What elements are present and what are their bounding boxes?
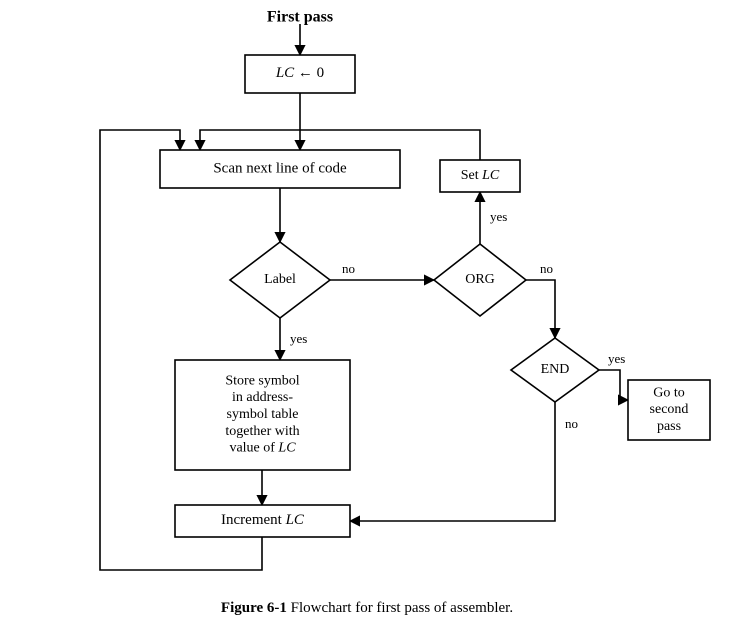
node-goto: Go to second pass	[628, 380, 710, 440]
edge-label-e_end_yes_goto: yes	[608, 351, 625, 366]
edge-e_incr_back	[100, 130, 262, 570]
node-label-line0: Label	[264, 272, 296, 287]
edge-label-e_org_yes_setlc: yes	[490, 209, 507, 224]
node-incr-line0: Increment LC	[221, 512, 305, 528]
edge-e_end_no_incr	[350, 402, 555, 521]
node-org-line0: ORG	[465, 272, 495, 287]
node-incr: Increment LC	[175, 505, 350, 537]
node-goto-line1: second	[650, 402, 689, 417]
node-goto-line2: pass	[657, 419, 681, 434]
node-init: LC ← 0	[245, 55, 355, 93]
edge-e_end_yes_goto	[599, 370, 628, 400]
edge-label-e_org_no_end: no	[540, 261, 553, 276]
flowchart-figure: no yes yes no yes no First pass LC ← 0 Scan next…	[0, 0, 734, 633]
edge-e_org_no_end	[526, 280, 555, 338]
node-init-line0: LC ← 0	[275, 65, 324, 81]
flowchart-title: First pass	[267, 9, 333, 26]
node-end: END	[511, 338, 599, 402]
edge-label-e_label_yes_store: yes	[290, 331, 307, 346]
node-store-line4: value of LC	[229, 441, 296, 456]
node-store-line3: together with	[225, 424, 299, 439]
node-store-line0: Store symbol	[225, 374, 299, 389]
node-goto-line0: Go to	[653, 385, 685, 400]
figure-caption: Figure 6-1 Flowchart for first pass of a…	[221, 600, 513, 616]
node-scan: Scan next line of code	[160, 150, 400, 188]
node-label: Label	[230, 242, 330, 318]
edge-label-e_label_no_org: no	[342, 261, 355, 276]
node-store-line1: in address-	[232, 390, 293, 405]
node-store: Store symbolin address-symbol table toget…	[175, 360, 350, 470]
node-setlc: Set LC	[440, 160, 520, 192]
node-store-line2: symbol table	[227, 407, 299, 422]
node-setlc-line0: Set LC	[461, 168, 500, 183]
edge-label-e_end_no_incr: no	[565, 416, 578, 431]
node-org: ORG	[434, 244, 526, 316]
node-end-line0: END	[541, 362, 570, 377]
node-scan-line0: Scan next line of code	[213, 160, 347, 176]
